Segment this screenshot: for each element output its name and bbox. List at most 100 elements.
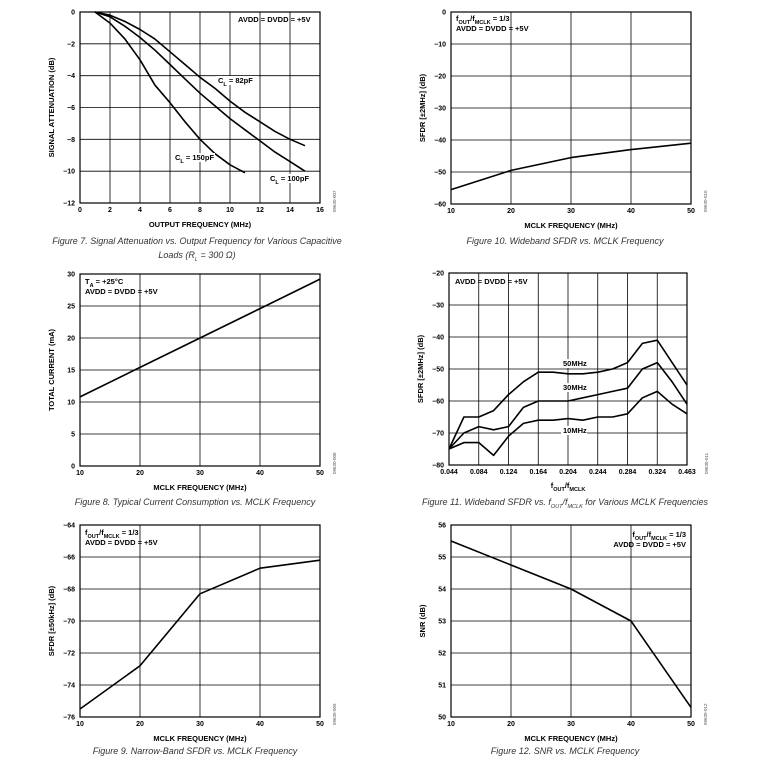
y-tick-label: −2 [67, 41, 75, 48]
series-label: 10MHz [563, 426, 587, 435]
y-tick-label: 25 [67, 304, 75, 311]
x-tick-label: 0.164 [529, 469, 547, 476]
chart-annotation: fOUT/fMCLK = 1/3 [85, 528, 139, 540]
y-tick-label: −6 [67, 105, 75, 112]
y-tick-label: 0 [71, 10, 75, 17]
x-tick-label: 0.204 [559, 469, 577, 476]
chart-annotation: fOUT/fMCLK = 1/3 [632, 530, 686, 542]
y-tick-label: −60 [434, 202, 446, 209]
y-tick-label: −40 [434, 138, 446, 145]
chart-annotation: AVDD = DVDD = +5V [85, 538, 158, 547]
x-axis-label: MCLK FREQUENCY (MHz) [524, 221, 618, 230]
series-label: CL = 82pF [218, 76, 253, 88]
x-axis-label: OUTPUT FREQUENCY (MHz) [149, 220, 252, 229]
y-tick-label: 5 [71, 432, 75, 439]
y-tick-label: 30 [67, 272, 75, 279]
y-tick-label: 50 [438, 715, 446, 722]
series-label-bg [268, 174, 310, 183]
x-tick-label: 40 [256, 721, 264, 728]
y-tick-label: −50 [434, 170, 446, 177]
y-tick-label: −60 [432, 399, 444, 406]
series-label: CL = 150pF [175, 153, 214, 165]
series-line-2 [94, 11, 306, 172]
chart-annotation: AVDD = DVDD = +5V [85, 287, 158, 296]
y-tick-label: −20 [434, 74, 446, 81]
y-tick-label: −30 [432, 303, 444, 310]
fig10-chart: 10 20 30 40 50 0 −10 −20 −30 −40 −50 −60 MCLK FREQUE… [418, 10, 708, 247]
y-tick-label: −10 [434, 42, 446, 49]
series-line-1 [94, 11, 306, 147]
y-tick-label: −12 [63, 201, 75, 208]
y-tick-label: 55 [438, 555, 446, 562]
y-tick-label: 53 [438, 619, 446, 626]
x-tick-label: 20 [507, 208, 515, 215]
y-tick-label: −50 [432, 367, 444, 374]
series-label-bg [561, 383, 587, 392]
figure-code: 09630-008 [332, 452, 337, 474]
x-tick-label: 0.463 [678, 469, 696, 476]
chart-annotation: AVDD = DVDD = +5V [613, 540, 686, 549]
y-tick-label: −8 [67, 137, 75, 144]
x-tick-label: 12 [256, 207, 264, 214]
series-label: 50MHz [563, 359, 587, 368]
y-tick-label: −70 [432, 431, 444, 438]
x-tick-label: 10 [226, 207, 234, 214]
fig11-chart: 0.044 0.084 0.124 0.164 0.204 0.244 0.284 0.324… [416, 271, 709, 511]
y-tick-label: −80 [432, 463, 444, 470]
x-tick-label: 50 [687, 208, 695, 215]
series-label-bg [561, 426, 587, 435]
x-axis-label: MCLK FREQUENCY (MHz) [153, 734, 247, 743]
y-tick-label: 56 [438, 523, 446, 530]
y-tick-label: 51 [438, 683, 446, 690]
figure-caption: Figure 12. SNR vs. MCLK Frequency [491, 746, 640, 756]
x-tick-label: 10 [447, 208, 455, 215]
figure-caption: Figure 11. Wideband SFDR vs. fOUT/fMCLK … [422, 497, 708, 510]
x-tick-label: 10 [76, 470, 84, 477]
x-tick-label: 0.124 [500, 469, 518, 476]
x-tick-label: 10 [76, 721, 84, 728]
x-tick-label: 10 [447, 721, 455, 728]
y-tick-label: −4 [67, 73, 75, 80]
x-tick-label: 50 [316, 470, 324, 477]
y-tick-label: −66 [63, 555, 75, 562]
chart-annotation: AVDD = DVDD = +5V [456, 24, 529, 33]
x-tick-label: 50 [316, 721, 324, 728]
figure-code: 09630-009 [332, 703, 337, 725]
figure-caption: Figure 9. Narrow-Band SFDR vs. MCLK Freq… [93, 746, 298, 756]
fig7-chart: 0 2 4 6 8 10 12 14 16 0 −2 −4 −6 −8 −10 −12 OUTPUT FREQU… [47, 10, 342, 264]
x-tick-label: 40 [256, 470, 264, 477]
x-tick-label: 16 [316, 207, 324, 214]
y-tick-label: −74 [63, 683, 75, 690]
y-tick-label: 0 [71, 464, 75, 471]
x-tick-label: 4 [138, 207, 142, 214]
x-tick-label: 0.284 [619, 469, 637, 476]
y-tick-label: −30 [434, 106, 446, 113]
x-tick-label: 20 [136, 470, 144, 477]
x-tick-label: 40 [627, 208, 635, 215]
x-tick-label: 0.324 [648, 469, 666, 476]
y-tick-label: 10 [67, 400, 75, 407]
figure-code: 09630-012 [703, 703, 708, 725]
y-tick-label: −70 [63, 619, 75, 626]
y-tick-label: −68 [63, 587, 75, 594]
x-axis-label: fOUT/fMCLK [551, 481, 586, 493]
x-axis-label: MCLK FREQUENCY (MHz) [153, 483, 247, 492]
y-tick-label: 15 [67, 368, 75, 375]
x-tick-label: 40 [627, 721, 635, 728]
x-tick-label: 30 [567, 208, 575, 215]
figure-caption: Figure 8. Typical Current Consumption vs… [75, 497, 316, 507]
fig9-chart: 10 20 30 40 50 −64 −66 −68 −70 −72 −74 −76 MCLK FREQ… [47, 523, 337, 757]
series-line-1 [450, 142, 692, 191]
x-tick-label: 14 [286, 207, 294, 214]
series-line-1 [448, 339, 688, 450]
fig12-chart: 10 20 30 40 50 56 55 54 53 52 51 50 MCLK FREQUENCY (… [418, 523, 708, 757]
series-line-1 [79, 278, 321, 398]
x-axis-label: MCLK FREQUENCY (MHz) [524, 734, 618, 743]
series-line-3 [448, 390, 688, 457]
series-label-bg [173, 153, 215, 162]
x-tick-label: 8 [198, 207, 202, 214]
figure-caption: Figure 10. Wideband SFDR vs. MCLK Freque… [467, 236, 664, 246]
series-line-2 [448, 361, 688, 450]
y-tick-label: 54 [438, 587, 446, 594]
y-tick-label: −20 [432, 271, 444, 278]
